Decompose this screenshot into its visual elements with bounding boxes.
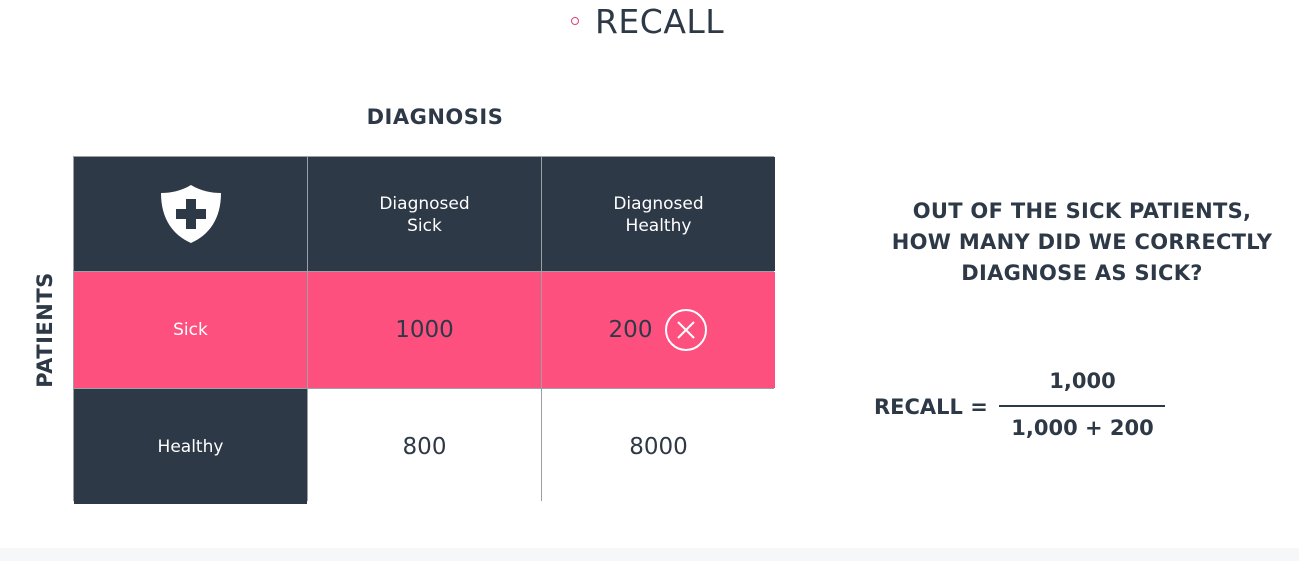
bottom-strip — [0, 548, 1299, 561]
bullet-circle-icon — [571, 17, 579, 25]
shield-cross-icon — [160, 185, 221, 243]
column-header-diagnosed-sick: Diagnosed Sick — [308, 157, 541, 271]
formula-denominator: 1,000 + 200 — [1011, 416, 1154, 440]
cell-value: 8000 — [629, 433, 688, 460]
formula-lhs: RECALL = — [874, 395, 988, 419]
patients-axis-label: PATIENTS — [33, 272, 57, 388]
fraction-bar — [999, 405, 1165, 407]
cell-healthy-diagnosed-sick: 800 — [308, 389, 541, 504]
row-label-healthy: Healthy — [74, 389, 307, 504]
formula-numerator: 1,000 — [1049, 369, 1116, 393]
row-label-text: Sick — [173, 320, 208, 340]
title-text: RECALL — [595, 1, 725, 41]
cell-value: 800 — [402, 433, 447, 460]
diagnosis-axis-label: DIAGNOSIS — [366, 105, 504, 129]
corner-cell — [74, 157, 307, 271]
column-header-label: Diagnosed Sick — [379, 194, 470, 236]
cell-sick-diagnosed-sick: 1000 — [308, 272, 541, 388]
row-label-sick: Sick — [74, 272, 307, 388]
cell-value: 200 — [608, 317, 653, 343]
slide-title: RECALL — [571, 0, 724, 42]
column-header-label: Diagnosed Healthy — [613, 194, 704, 236]
cell-value: 1000 — [395, 317, 454, 343]
x-circle-icon — [665, 309, 708, 351]
cell-sick-diagnosed-healthy: 200 — [542, 272, 775, 388]
column-header-diagnosed-healthy: Diagnosed Healthy — [542, 157, 775, 271]
confusion-matrix: Diagnosed Sick Diagnosed Healthy Sick 10… — [73, 156, 775, 504]
cell-healthy-diagnosed-healthy: 8000 — [542, 389, 775, 504]
question-text: OUT OF THE SICK PATIENTS, HOW MANY DID W… — [891, 199, 1273, 285]
row-label-text: Healthy — [157, 436, 224, 457]
